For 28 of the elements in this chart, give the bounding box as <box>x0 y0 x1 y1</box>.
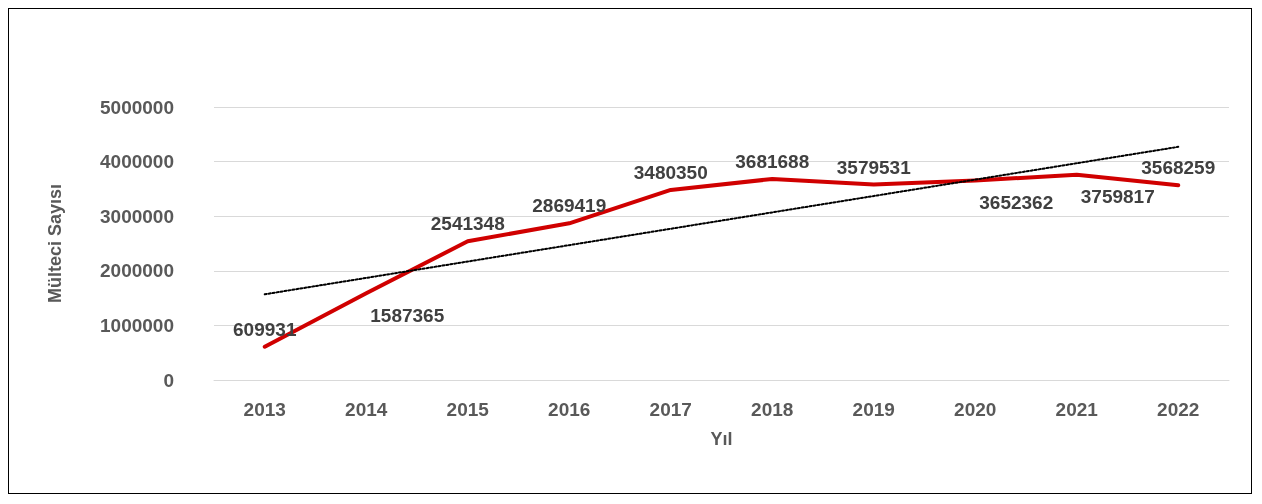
x-tick-label: 2013 <box>243 399 286 420</box>
data-label: 3759817 <box>1080 186 1155 208</box>
x-tick-label: 2019 <box>852 399 895 420</box>
x-tick-label: 2014 <box>345 399 388 420</box>
x-tick-label: 2015 <box>446 399 490 420</box>
data-label: 3579531 <box>836 156 912 178</box>
y-tick-label: 1000000 <box>100 314 174 336</box>
x-tick-label: 2017 <box>649 399 692 420</box>
data-label: 3681688 <box>735 150 810 172</box>
data-label: 2541348 <box>430 213 505 235</box>
data-label: 3480350 <box>633 161 708 183</box>
x-tick-label: 2016 <box>548 399 591 420</box>
data-label: 609931 <box>233 318 297 340</box>
data-label: 1587365 <box>370 304 445 326</box>
y-tick-label: 5000000 <box>100 96 174 118</box>
x-tick-label: 2021 <box>1055 399 1099 420</box>
y-axis-title: Mülteci Sayısı <box>45 183 65 304</box>
x-tick-label: 2018 <box>751 399 794 420</box>
y-tick-label: 4000000 <box>100 151 174 173</box>
data-label: 3568259 <box>1141 157 1216 179</box>
x-axis-title: Yıl <box>710 429 733 449</box>
y-tick-label: 0 <box>163 369 174 391</box>
x-tick-label: 2022 <box>1157 399 1200 420</box>
data-label: 3652362 <box>979 192 1054 214</box>
y-tick-label: 3000000 <box>100 205 174 227</box>
y-tick-label: 2000000 <box>100 260 174 282</box>
data-label: 2869419 <box>532 195 607 217</box>
x-tick-label: 2020 <box>954 399 997 420</box>
